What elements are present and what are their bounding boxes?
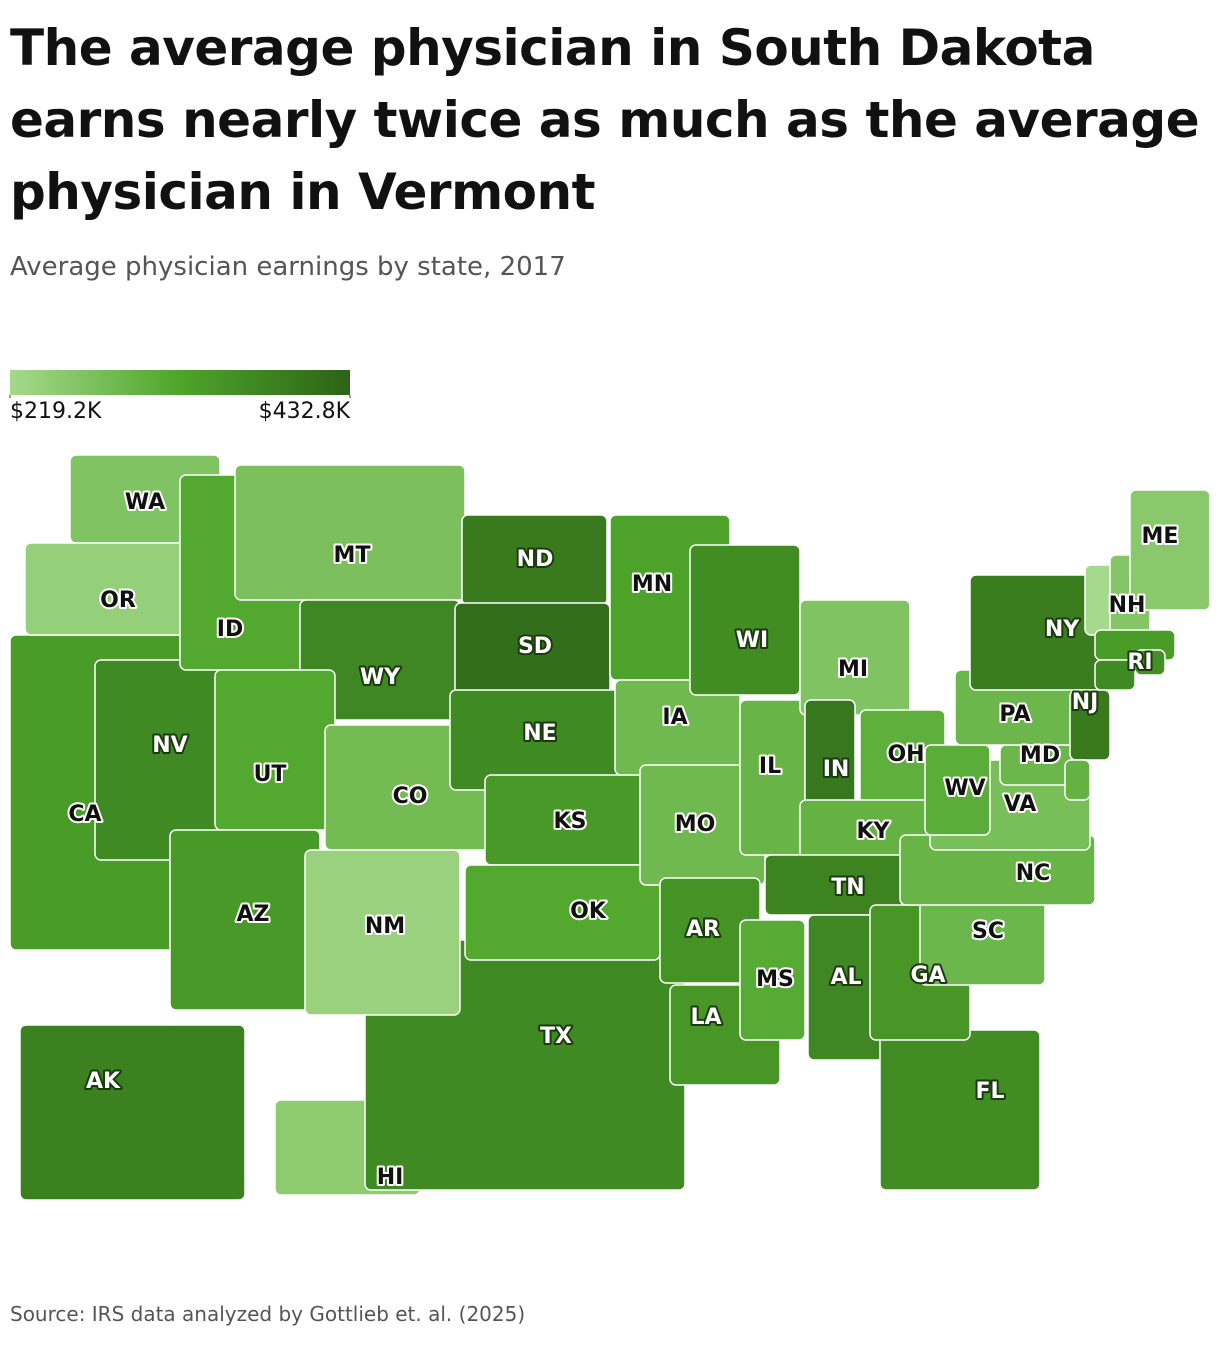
state [234, 464, 466, 601]
state-label: IL [759, 754, 781, 779]
state-label: MS [756, 967, 794, 992]
state-label: OH [887, 742, 924, 767]
state-label: CA [68, 802, 101, 827]
legend-label: $219.2K [10, 399, 102, 424]
state-label: UT [254, 762, 287, 787]
state [739, 919, 806, 1041]
state-label: MN [632, 572, 672, 597]
state-label: SC [972, 919, 1004, 944]
title: The average physician in South Dakota ea… [10, 19, 1200, 221]
state [1134, 649, 1166, 676]
state [1064, 759, 1091, 801]
state-label: FL [975, 1079, 1004, 1104]
state-label: WV [944, 776, 985, 801]
state-label: RI [1127, 650, 1152, 675]
state-label: OR [100, 588, 136, 613]
state-label: IA [662, 705, 687, 730]
state-label: PA [999, 702, 1030, 727]
source: Source: IRS data analyzed by Gottlieb et… [10, 1302, 526, 1326]
state-label: AZ [237, 902, 270, 927]
state-label: NJ [1072, 690, 1099, 715]
state-label: GA [910, 963, 945, 988]
state-label: NE [523, 721, 556, 746]
subtitle: Average physician earnings by state, 201… [10, 252, 566, 282]
state [924, 744, 991, 836]
state-label: TN [831, 875, 864, 900]
state [464, 864, 661, 961]
state [1094, 659, 1136, 691]
state [1129, 489, 1211, 611]
state-label: NY [1045, 617, 1080, 642]
state [1069, 689, 1111, 761]
state [879, 1029, 1041, 1191]
state [214, 669, 336, 831]
state [304, 849, 461, 1016]
state-label: MO [675, 812, 716, 837]
state-label: NM [365, 914, 405, 939]
legend-label: $432.8K [259, 399, 351, 424]
state-label: LA [690, 1005, 721, 1030]
state-label: OK [570, 899, 607, 924]
state-label: WI [736, 628, 768, 653]
state-label: CO [393, 784, 428, 809]
state-label: NH [1109, 593, 1146, 618]
state [19, 1024, 246, 1201]
map: $219.2K $432.8K AK HI CA TX WA OR NV ID MT WY UT CO AZ… [9, 370, 1211, 1201]
state [689, 544, 801, 696]
state-label: AL [830, 965, 861, 990]
state-label: AK [86, 1069, 121, 1094]
state-label: KS [554, 809, 587, 834]
state-label: KY [857, 819, 891, 844]
legend-bar [10, 370, 350, 395]
state-label: MT [334, 543, 371, 568]
state-label: NV [152, 733, 187, 758]
state-label: TX [540, 1024, 572, 1049]
state-label: ME [1142, 524, 1179, 549]
state-label: ND [517, 547, 554, 572]
state-label: MI [838, 657, 868, 682]
state-label: SD [518, 634, 552, 659]
state-label: MD [1020, 743, 1060, 768]
state-label: WY [360, 665, 401, 690]
state-label: ID [217, 617, 243, 642]
state-label: WA [125, 490, 165, 515]
state-label: IN [823, 757, 850, 782]
state-label: VA [1004, 792, 1037, 817]
state-label: HI [377, 1165, 404, 1190]
state-label: AR [686, 917, 720, 942]
state-label: NC [1016, 861, 1051, 886]
